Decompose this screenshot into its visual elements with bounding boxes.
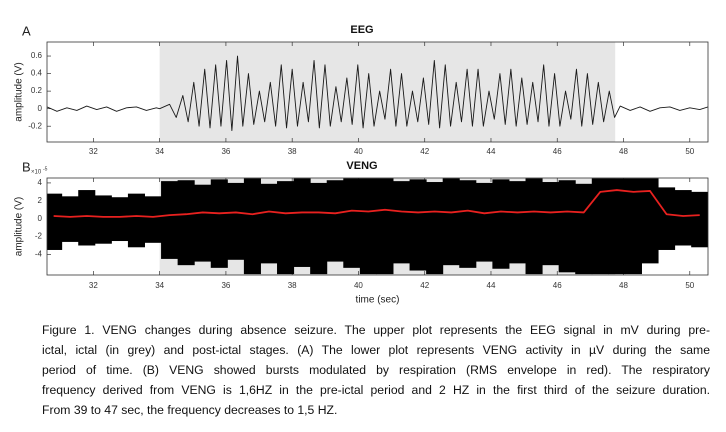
signal-band	[277, 181, 295, 275]
signal-band	[47, 193, 63, 250]
signal-band	[608, 178, 626, 275]
signal-band	[177, 180, 195, 266]
x-tick-label: 32	[89, 147, 98, 156]
signal-band	[243, 178, 261, 275]
caption-line: period of time. (B) VENG showed bursts m…	[42, 363, 710, 377]
y-tick-label: 0	[38, 214, 43, 223]
x-tick-label: 46	[553, 281, 562, 290]
signal-band	[127, 193, 145, 248]
signal-band	[525, 178, 543, 275]
panel-label: A	[22, 23, 31, 38]
signal-band	[94, 195, 112, 244]
y-tick-label: 2	[38, 196, 43, 205]
y-tick-label: 0.2	[31, 86, 43, 95]
signal-band	[674, 190, 692, 246]
signal-band	[426, 182, 444, 275]
signal-band	[210, 179, 228, 268]
caption-line: From 39 to 47 sec, the frequency decreas…	[42, 403, 338, 417]
y-axis-label: amplitude (V)	[14, 197, 25, 256]
signal-band	[343, 178, 361, 268]
x-tick-label: 40	[354, 147, 363, 156]
x-tick-label: 32	[89, 281, 98, 290]
x-tick-label: 42	[420, 281, 429, 290]
axes-frame	[46, 41, 709, 143]
x-tick-label: 46	[553, 147, 562, 156]
signal-band	[508, 181, 527, 264]
signal-band	[392, 181, 411, 264]
signal-band	[442, 178, 460, 266]
chart-title: EEG	[350, 24, 373, 36]
y-exponent-base: ×10	[31, 170, 42, 176]
signal-band	[227, 182, 245, 260]
x-tick-label: 36	[221, 147, 230, 156]
signal-band	[260, 183, 278, 264]
x-tick-label: 48	[619, 147, 628, 156]
x-tick-label: 38	[288, 281, 297, 290]
plot-area	[47, 55, 708, 132]
signal-band	[641, 178, 659, 264]
signal-band	[658, 187, 676, 250]
y-tick-label: -0.2	[28, 121, 42, 130]
signal-band	[624, 178, 642, 275]
x-tick-label: 50	[685, 281, 694, 290]
y-tick-label: 0	[38, 104, 43, 113]
signal-band	[558, 180, 576, 273]
caption-line: Figure 1. VENG changes during absence se…	[42, 323, 710, 337]
signal-band	[492, 179, 510, 269]
signal-line	[47, 55, 708, 132]
x-tick-label: 50	[685, 147, 694, 156]
signal-band	[310, 182, 328, 275]
signal-band	[459, 180, 477, 268]
chart-title: VENG	[346, 160, 377, 172]
x-tick-label: 48	[619, 281, 628, 290]
y-axis-label: amplitude (V)	[14, 62, 25, 121]
signal-band	[144, 196, 162, 243]
y-exponent: -5	[43, 166, 48, 172]
signal-band	[359, 178, 377, 275]
signal-band	[475, 182, 493, 262]
x-tick-label: 38	[288, 147, 297, 156]
y-tick-label: -4	[35, 250, 43, 259]
x-tick-label: 42	[420, 147, 429, 156]
y-tick-label: -2	[35, 232, 43, 241]
caption-line: frequency derived from VENG is 1,6HZ in …	[42, 383, 710, 397]
signal-band	[591, 178, 609, 275]
signal-band	[111, 197, 129, 242]
x-tick-label: 44	[487, 147, 496, 156]
signal-band	[376, 178, 394, 275]
caption-line: ictal, ictal (in grey) and post-ictal st…	[42, 343, 710, 357]
caption: Figure 1. VENG changes during absence se…	[42, 320, 710, 420]
signal-band	[575, 183, 593, 275]
shaded-region	[159, 42, 616, 142]
x-tick-label: 40	[354, 281, 363, 290]
signal-line	[53, 189, 700, 218]
signal-band	[409, 179, 427, 271]
x-tick-label: 34	[155, 281, 164, 290]
signal-band	[61, 196, 79, 242]
signal-band	[691, 191, 708, 248]
signal-band	[161, 181, 179, 259]
signal-band	[78, 190, 96, 246]
axes-frame	[46, 177, 709, 276]
x-tick-label: 34	[155, 147, 164, 156]
signal-band	[194, 184, 212, 262]
panel-label: B	[22, 159, 31, 174]
y-tick-label: 0.6	[31, 51, 43, 60]
x-tick-label: 44	[487, 281, 496, 290]
plot-area	[47, 178, 708, 275]
signal-band	[293, 178, 311, 267]
y-tick-label: 0.4	[31, 69, 43, 78]
y-tick-label: 4	[38, 178, 43, 187]
signal-band	[326, 180, 344, 262]
x-tick-label: 36	[221, 281, 230, 290]
signal-band	[542, 182, 560, 266]
x-axis-label: time (sec)	[356, 295, 400, 306]
